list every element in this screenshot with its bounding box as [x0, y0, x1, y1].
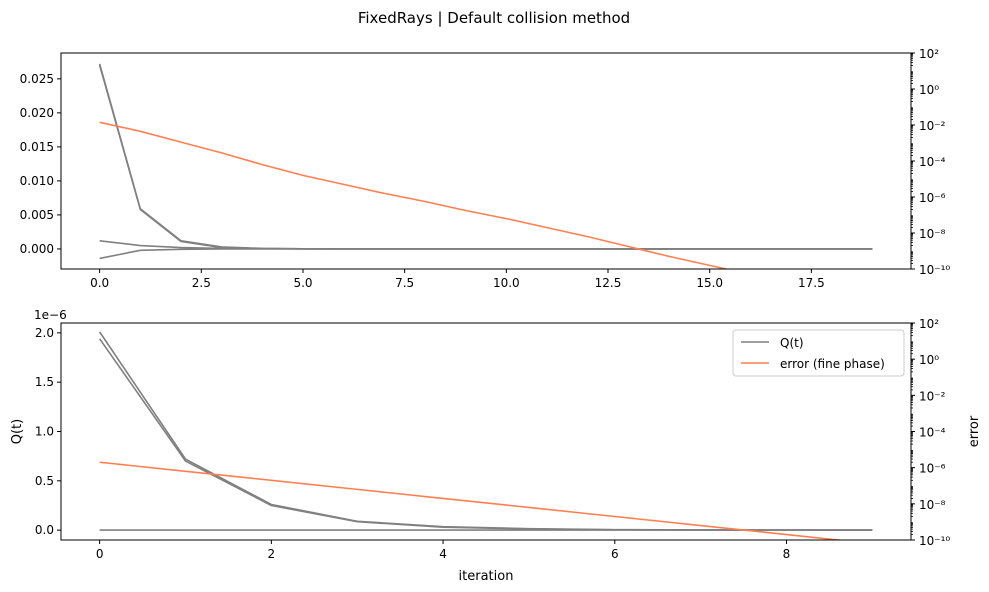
legend-box — [732, 329, 905, 377]
y2-tick-label: 10⁻⁸ — [919, 227, 946, 241]
y-tick-label: 0.000 — [20, 242, 54, 256]
y-tick-label: 0.005 — [20, 208, 54, 222]
y2-tick-label: 10² — [919, 47, 939, 61]
error-series-line — [99, 121, 730, 269]
y-tick-label: 1.5 — [35, 375, 54, 389]
y-axis-label: Q(t) — [10, 419, 25, 444]
y-tick-label: 0.010 — [20, 174, 54, 188]
x-tick-label: 8 — [783, 547, 791, 561]
y2-tick-label: 10⁻⁴ — [919, 426, 946, 440]
x-tick-label: 4 — [439, 547, 447, 561]
plots: 0.0 2.5 5.0 7.5 10.0 12.5 15.0 17.5 0.000 0.005 0.… — [10, 47, 982, 584]
y-tick-label: 0.020 — [20, 106, 54, 120]
legend-label: Q(t) — [780, 336, 804, 350]
q-series-line — [98, 65, 873, 250]
x-tick-label: 12.5 — [595, 276, 622, 290]
y2-tick-label: 10⁻⁶ — [919, 462, 946, 476]
x-axis-label: iteration — [459, 569, 514, 584]
x-tick-label: 17.5 — [798, 276, 825, 290]
x-tick-label: 10.0 — [493, 276, 520, 290]
y2-tick-label: 10⁰ — [919, 83, 939, 97]
y-tick-label: 0.5 — [35, 474, 54, 488]
y2-tick-label: 10⁻² — [919, 389, 946, 403]
x-tick-label: 2 — [268, 547, 276, 561]
axes-frame — [60, 52, 912, 270]
x-tick-label: 0.0 — [90, 276, 109, 290]
y-tick-label: 0.015 — [20, 140, 54, 154]
error-series-line — [99, 461, 846, 540]
y-tick-label: 1.0 — [35, 425, 54, 439]
subplot-2: 0 2 4 6 8 0.0 0.5 1.0 1.5 2.0 10⁻¹⁰ 10⁻⁸ 10⁻⁶ 10⁻⁴ 10⁻… — [10, 308, 982, 584]
subplot-1: 0.0 2.5 5.0 7.5 10.0 12.5 15.0 17.5 0.000 0.005 0.… — [20, 47, 951, 290]
series-group — [98, 63, 873, 269]
legend-label: error (fine phase) — [780, 357, 885, 371]
x-tick-label: 6 — [611, 547, 619, 561]
x-tick-label: 5.0 — [293, 276, 312, 290]
figure-title: FixedRays | Default collision method — [358, 9, 630, 27]
x-tick-label: 2.5 — [192, 276, 211, 290]
y2-tick-label: 10⁻⁸ — [919, 498, 946, 512]
legend: Q(t) error (fine phase) — [732, 329, 905, 377]
y-tick-label: 0.025 — [20, 72, 54, 86]
axes-frame — [60, 322, 912, 541]
series-group — [98, 331, 873, 540]
y2-tick-label: 10⁻⁴ — [919, 155, 946, 169]
q-series-line — [99, 248, 873, 260]
x-tick-label: 0 — [96, 547, 104, 561]
y2-tick-label: 10⁻² — [919, 119, 946, 133]
y2-axis-label: error — [967, 415, 982, 447]
x-tick-label: 15.0 — [696, 276, 723, 290]
q-series-line — [99, 239, 873, 250]
x-tick-label: 7.5 — [395, 276, 414, 290]
y-tick-label: 2.0 — [35, 326, 54, 340]
y2-tick-label: 10⁻⁶ — [919, 191, 946, 205]
y2-tick-label: 10⁰ — [919, 353, 939, 367]
y2-tick-label: 10⁻¹⁰ — [919, 534, 950, 548]
q-series-line — [98, 63, 873, 250]
y2-tick-label: 10² — [919, 317, 939, 331]
y-offset-text: 1e−6 — [34, 308, 67, 322]
y-tick-label: 0.0 — [35, 523, 54, 537]
y2-tick-label: 10⁻¹⁰ — [919, 263, 950, 277]
